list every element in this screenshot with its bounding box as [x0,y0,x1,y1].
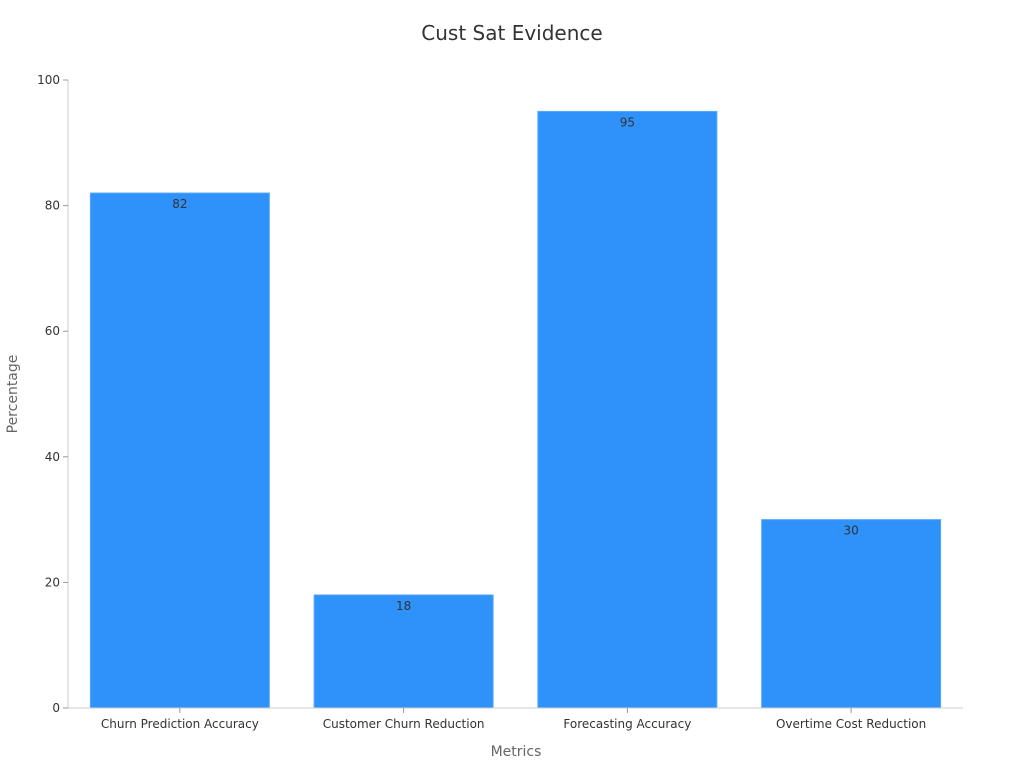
bar [313,594,494,709]
x-tick-label: Forecasting Accuracy [563,717,691,731]
x-tick-label: Overtime Cost Reduction [776,717,926,731]
x-ticks-layer: Churn Prediction Accuracy Customer Churn … [101,708,926,731]
y-axis-title: Percentage [5,355,21,434]
bars-layer [89,110,942,709]
chart-title: Cust Sat Evidence [421,21,602,45]
y-tick-label: 40 [45,450,60,464]
bar-value-label: 30 [843,524,858,538]
bar-value-label: 95 [620,115,635,129]
y-tick-label: 80 [45,199,60,213]
data-labels-layer: 82 18 95 30 [172,115,859,613]
y-tick-label: 0 [52,701,60,715]
bar [537,110,718,709]
bar [761,519,942,709]
y-ticks-layer: 0 20 40 60 80 100 [37,73,68,715]
x-tick-label: Churn Prediction Accuracy [101,717,259,731]
bar-value-label: 82 [172,197,187,211]
y-tick-label: 20 [45,575,60,589]
bar [89,192,270,709]
y-tick-label: 60 [45,324,60,338]
bar-value-label: 18 [396,599,411,613]
x-tick-label: Customer Churn Reduction [323,717,485,731]
y-tick-label: 100 [37,73,60,87]
x-axis-title: Metrics [491,744,542,760]
